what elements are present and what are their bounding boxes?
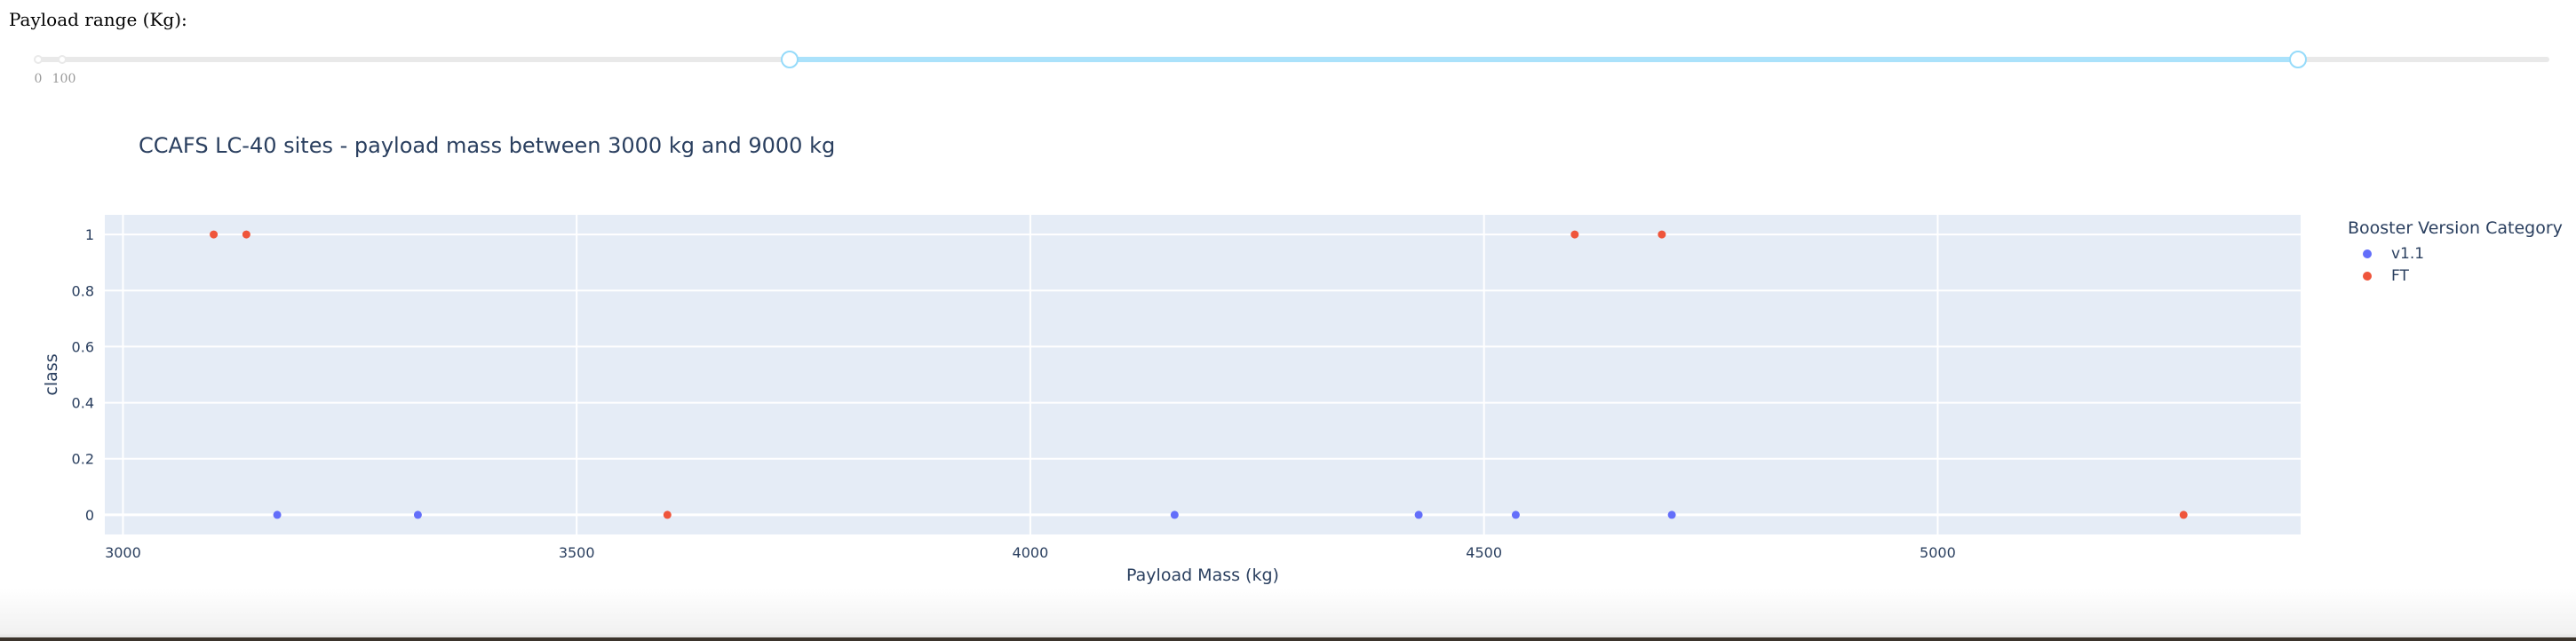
data-point-ft — [210, 230, 219, 239]
slider-mark-label[interactable]: 100 — [52, 72, 76, 86]
x-tick-label: 4000 — [1013, 544, 1049, 561]
legend-label-ft: FT — [2391, 267, 2409, 285]
x-axis-title: Payload Mass (kg) — [1126, 566, 1279, 585]
data-point-ft — [1658, 230, 1666, 239]
y-tick-label: 0.6 — [72, 338, 94, 355]
data-point-ft — [663, 510, 672, 519]
data-point-v1-1 — [273, 510, 282, 519]
x-tick-label: 3500 — [559, 544, 595, 561]
y-tick-label: 0.4 — [72, 395, 94, 412]
y-tick-label: 0 — [85, 507, 94, 524]
data-point-v1-1 — [413, 510, 422, 519]
slider-mark-dot[interactable] — [58, 55, 67, 64]
legend-label-v1-1: v1.1 — [2391, 245, 2425, 263]
legend-marker-v1-1 — [2363, 249, 2372, 258]
data-point-v1-1 — [1511, 510, 1520, 519]
slider-handle-min[interactable] — [781, 51, 799, 68]
x-tick-label: 3000 — [105, 544, 141, 561]
plot-background — [105, 215, 2301, 534]
y-tick-label: 1 — [85, 226, 94, 243]
payload-range-label: Payload range (Kg): — [9, 9, 187, 30]
legend-title: Booster Version Category — [2348, 218, 2563, 238]
window-bottom-edge — [0, 637, 2576, 641]
slider-selected-track[interactable] — [790, 57, 2298, 62]
data-point-v1-1 — [1667, 510, 1676, 519]
y-axis-title: class — [42, 353, 61, 395]
legend-marker-ft — [2363, 272, 2372, 281]
x-tick-label: 5000 — [1920, 544, 1956, 561]
x-tick-label: 4500 — [1466, 544, 1502, 561]
slider-mark-dot[interactable] — [34, 55, 43, 64]
chart-title: CCAFS LC-40 sites - payload mass between… — [139, 133, 836, 158]
payload-range-slider[interactable]: 0 100 — [34, 49, 2549, 86]
data-point-ft — [1570, 230, 1579, 239]
data-point-ft — [2179, 510, 2188, 519]
window-bottom-shadow — [0, 588, 2576, 641]
data-point-ft — [242, 230, 250, 239]
slider-mark-label[interactable]: 0 — [34, 72, 43, 86]
data-point-v1-1 — [1414, 510, 1423, 519]
data-point-v1-1 — [1170, 510, 1179, 519]
y-tick-label: 0.8 — [72, 282, 94, 299]
y-tick-label: 0.2 — [72, 451, 94, 468]
slider-handle-max[interactable] — [2289, 51, 2307, 68]
